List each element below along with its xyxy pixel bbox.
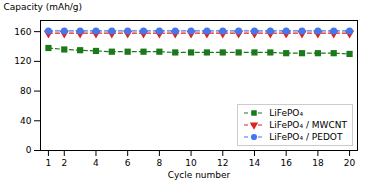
svg-text:10: 10 <box>185 158 197 168</box>
svg-text:120: 120 <box>14 56 31 66</box>
svg-text:Capacity (mAh/g): Capacity (mAh/g) <box>4 2 83 12</box>
svg-text:40: 40 <box>20 116 32 126</box>
svg-text:14: 14 <box>249 158 261 168</box>
html-text:LiFePO₄: LiFePO₄ <box>269 108 304 118</box>
svg-text:12: 12 <box>217 158 228 168</box>
svg-text:6: 6 <box>125 158 131 168</box>
svg-text:18: 18 <box>312 158 324 168</box>
html-text:LiFePO₄ / PEDOT: LiFePO₄ / PEDOT <box>269 132 343 142</box>
svg-text:20: 20 <box>344 158 356 168</box>
svg-text:2: 2 <box>61 158 67 168</box>
svg-text:0: 0 <box>26 145 32 155</box>
svg-text:160: 160 <box>14 27 31 37</box>
svg-text:4: 4 <box>93 158 99 168</box>
svg-text:Cycle number: Cycle number <box>168 170 231 180</box>
svg-text:8: 8 <box>157 158 163 168</box>
svg-text:80: 80 <box>20 86 32 96</box>
svg-text:16: 16 <box>280 158 292 168</box>
html-text:LiFePO₄ / MWCNT: LiFePO₄ / MWCNT <box>269 120 347 130</box>
svg-text:1: 1 <box>46 158 52 168</box>
